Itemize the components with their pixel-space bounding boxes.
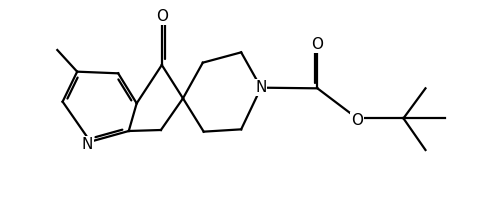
- Text: O: O: [350, 113, 363, 128]
- Text: N: N: [81, 137, 93, 152]
- Text: N: N: [255, 80, 266, 95]
- Text: O: O: [311, 37, 323, 52]
- Text: O: O: [155, 9, 167, 24]
